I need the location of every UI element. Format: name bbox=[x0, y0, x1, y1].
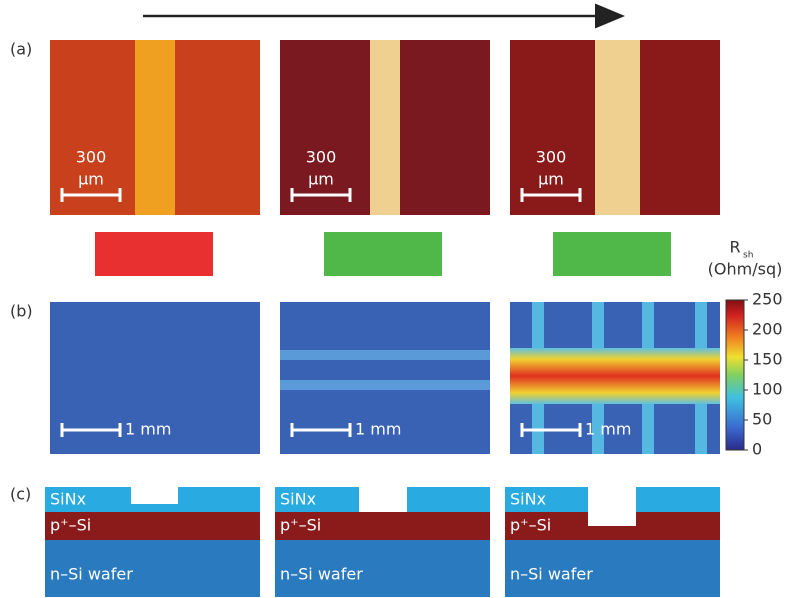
panel-label: (b) bbox=[10, 302, 33, 321]
micrograph: 300 µm bbox=[50, 40, 260, 215]
scale-unit: µm bbox=[538, 170, 564, 189]
cross-section: SiNx p⁺–Si n–Si wafer bbox=[45, 487, 260, 597]
rsh-map: 1 mm bbox=[280, 302, 490, 454]
cross-section: SiNx p⁺–Si n–Si wafer bbox=[275, 487, 490, 597]
layer-label: n–Si wafer bbox=[510, 565, 593, 584]
colorbar-tick-label: 250 bbox=[752, 290, 783, 309]
micrograph: 300 µm bbox=[510, 40, 720, 215]
colorbar-scale bbox=[726, 300, 744, 450]
panel-label: (c) bbox=[10, 485, 31, 504]
scale-text: 1 mm bbox=[585, 420, 631, 439]
colorbar-tick-label: 0 bbox=[752, 440, 762, 459]
layer-label: n–Si wafer bbox=[280, 565, 363, 584]
page: {"panel_labels": ["(a)", "(b)", "(c)"], … bbox=[0, 0, 802, 598]
layer-label: SiNx bbox=[50, 490, 86, 509]
colorbar-unit: (Ohm/sq) bbox=[708, 260, 783, 279]
scale-text: 1 mm bbox=[355, 420, 401, 439]
layer-label: SiNx bbox=[510, 490, 546, 509]
panel-label: (a) bbox=[10, 40, 32, 59]
indicator bbox=[95, 232, 213, 276]
indicator bbox=[324, 232, 442, 276]
colorbar-tick-label: 200 bbox=[752, 320, 783, 339]
scale-text: 1 mm bbox=[125, 420, 171, 439]
colorbar-title: R bbox=[729, 238, 740, 257]
rsh-map: 1 mm bbox=[510, 302, 720, 454]
micrograph: 300 µm bbox=[280, 40, 490, 215]
layer-label: n–Si wafer bbox=[50, 565, 133, 584]
scale-unit: µm bbox=[308, 170, 334, 189]
scale-value: 300 bbox=[76, 148, 107, 167]
colorbar-tick-label: 100 bbox=[752, 380, 783, 399]
layer-label: p⁺–Si bbox=[280, 516, 321, 535]
indicator bbox=[553, 232, 671, 276]
layer-label: p⁺–Si bbox=[50, 516, 91, 535]
layer-label: p⁺–Si bbox=[510, 516, 551, 535]
colorbar-tick-label: 150 bbox=[752, 350, 783, 369]
layer-label: SiNx bbox=[280, 490, 316, 509]
scale-value: 300 bbox=[536, 148, 567, 167]
rsh-map: 1 mm bbox=[50, 302, 260, 454]
figure: (a) (b) (c) 300 µm 300 µm 300 µm 1 mm 1 … bbox=[0, 0, 802, 598]
scale-value: 300 bbox=[306, 148, 337, 167]
cross-section: SiNx p⁺–Si n–Si wafer bbox=[505, 487, 720, 597]
colorbar-tick-label: 50 bbox=[752, 410, 772, 429]
scale-unit: µm bbox=[78, 170, 104, 189]
